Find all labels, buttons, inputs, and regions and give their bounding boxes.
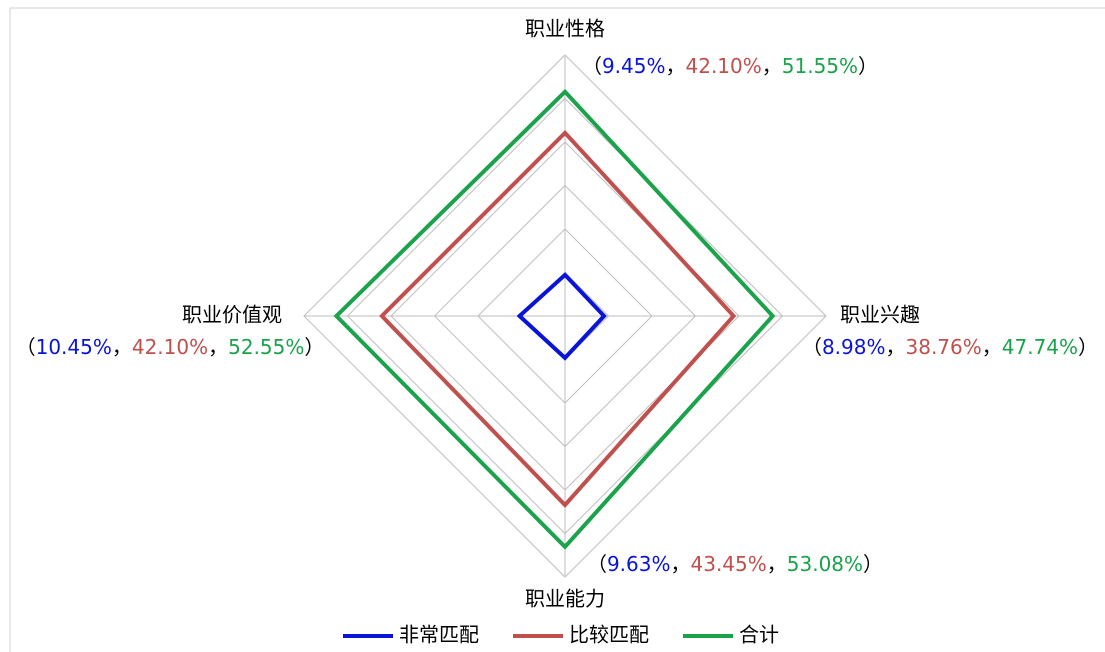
data-label: 9.63% xyxy=(607,552,671,576)
series-line xyxy=(516,272,607,361)
frame xyxy=(9,7,1105,652)
axis-label: 职业能力 xyxy=(525,587,605,611)
series-line xyxy=(379,129,737,508)
punctuation: ） xyxy=(304,335,324,359)
value-annotation: （8.98%，38.76%，47.74%） xyxy=(802,335,1098,359)
data-label: 47.74% xyxy=(1002,335,1078,359)
data-label: 9.45% xyxy=(602,54,666,78)
data-label: 38.76% xyxy=(906,335,982,359)
punctuation: （ xyxy=(16,335,36,359)
punctuation: （ xyxy=(802,335,822,359)
axis-label: 职业性格 xyxy=(525,17,605,41)
punctuation: ， xyxy=(767,552,787,576)
value-annotation: （9.63%，43.45%，53.08%） xyxy=(587,552,883,576)
punctuation: ， xyxy=(671,552,691,576)
data-label: 42.10% xyxy=(132,335,208,359)
data-label: 10.45% xyxy=(36,335,112,359)
legend-label: 合计 xyxy=(739,623,779,647)
data-label: 53.08% xyxy=(787,552,863,576)
punctuation: ， xyxy=(762,54,782,78)
value-annotation: （10.45%，42.10%，52.55%） xyxy=(16,335,325,359)
punctuation: ， xyxy=(982,335,1002,359)
punctuation: ） xyxy=(863,552,883,576)
data-label: 8.98% xyxy=(822,335,886,359)
punctuation: ， xyxy=(112,335,132,359)
data-label: 42.10% xyxy=(686,54,762,78)
punctuation: ， xyxy=(666,54,686,78)
punctuation: ， xyxy=(886,335,906,359)
punctuation: （ xyxy=(587,552,607,576)
punctuation: ， xyxy=(208,335,228,359)
data-label: 43.45% xyxy=(691,552,767,576)
punctuation: （ xyxy=(582,54,602,78)
punctuation: ） xyxy=(858,54,878,78)
legend-label: 比较匹配 xyxy=(569,623,649,647)
data-label: 51.55% xyxy=(782,54,858,78)
data-label: 52.55% xyxy=(228,335,304,359)
value-annotation: （9.45%，42.10%，51.55%） xyxy=(582,54,878,78)
punctuation: ） xyxy=(1078,335,1098,359)
legend-label: 非常匹配 xyxy=(399,623,479,647)
axis-label: 职业兴趣 xyxy=(840,303,920,327)
axis-label: 职业价值观 xyxy=(182,303,282,327)
series-line xyxy=(333,88,776,550)
